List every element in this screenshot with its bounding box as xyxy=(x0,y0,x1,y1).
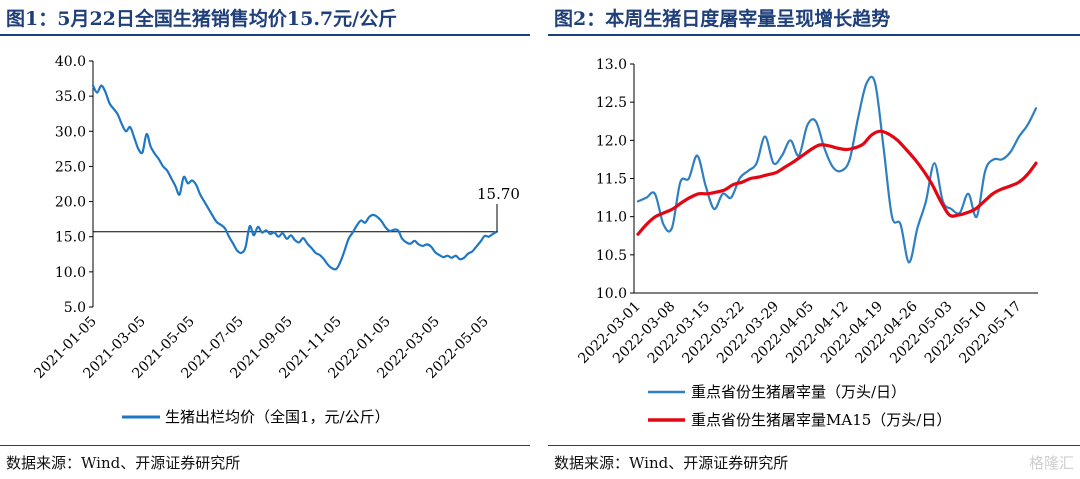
legend-label: 重点省份生猪屠宰量MA15（万头/日） xyxy=(691,411,951,429)
y-tick-label: 11.0 xyxy=(596,210,627,226)
legend-label: 重点省份生猪屠宰量（万头/日） xyxy=(691,383,906,401)
annotation-label: 15.70 xyxy=(477,185,520,203)
y-tick-label: 20.0 xyxy=(55,195,86,211)
left-chart-svg: 40.035.030.025.020.015.010.05.02021-01-0… xyxy=(31,54,520,426)
y-tick-label: 11.5 xyxy=(596,172,627,188)
chart-title: 图2：本周生猪日度屠宰量呈现增长趋势 xyxy=(554,8,891,30)
y-tick-label: 35.0 xyxy=(55,89,86,105)
source-rule xyxy=(0,445,530,446)
y-tick-label: 15.0 xyxy=(55,230,86,246)
legend-label: 生猪出栏均价（全国1，元/公斤） xyxy=(165,408,390,426)
watermark-logo: 格隆汇 xyxy=(1028,454,1074,472)
source-note: 数据来源：Wind、开源证券研究所 xyxy=(554,454,789,472)
y-tick-label: 13.0 xyxy=(596,57,627,73)
y-tick-label: 10.0 xyxy=(55,265,86,281)
left-chart-panel: 图1：5月22日全国生猪销售均价15.7元/公斤 40.0 35.0 30.0 25.… xyxy=(0,0,530,479)
y-tick-label: 30.0 xyxy=(55,124,86,140)
series-line-1 xyxy=(636,75,1038,264)
title-rule xyxy=(0,34,530,36)
title-rule xyxy=(548,34,1080,36)
source-rule xyxy=(548,445,1080,446)
y-tick-label: 5.0 xyxy=(64,300,86,316)
y-tick-label: 25.0 xyxy=(55,159,86,175)
right-chart-svg: 13.012.512.011.511.010.510.02022-03-0120… xyxy=(575,57,1038,429)
y-tick-label: 10.0 xyxy=(596,286,627,302)
y-tick-label: 12.5 xyxy=(596,95,627,111)
y-tick-label: 10.5 xyxy=(596,248,627,264)
right-chart-panel: 图2：本周生猪日度屠宰量呈现增长趋势 13.0 12.5 12.0 11.5 11.0 1… xyxy=(548,0,1080,479)
series-line-2 xyxy=(636,129,1038,236)
series-line-1 xyxy=(91,84,499,271)
y-tick-label: 12.0 xyxy=(596,133,627,149)
y-tick-label: 40.0 xyxy=(55,54,86,70)
chart-title: 图1：5月22日全国生猪销售均价15.7元/公斤 xyxy=(6,8,398,30)
source-note: 数据来源：Wind、开源证券研究所 xyxy=(6,454,241,472)
